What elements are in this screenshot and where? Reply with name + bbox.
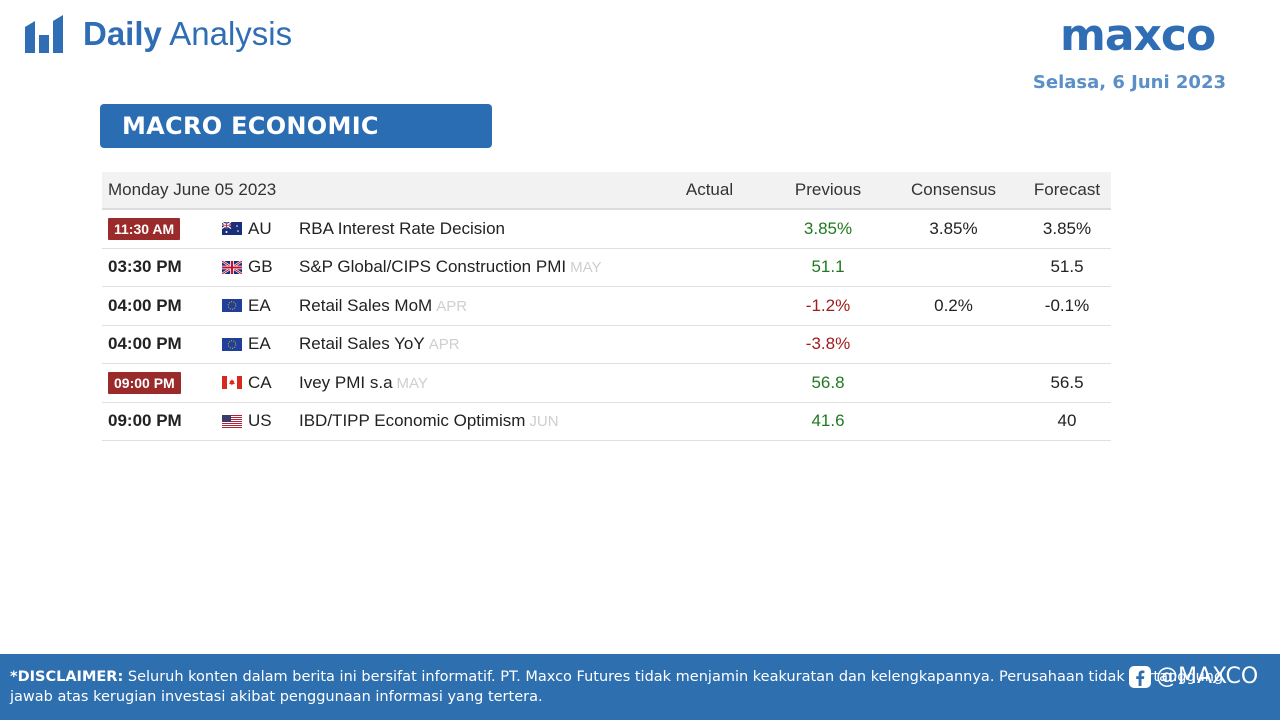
- uk-flag-icon: [222, 260, 242, 274]
- event-country: AU: [248, 218, 272, 238]
- table-row[interactable]: 04:00 PM EA Retail Sales YoY APR -3.8%: [102, 326, 1111, 364]
- event-country: GB: [248, 257, 273, 277]
- event-name-cell: Ivey PMI s.a MAY: [299, 373, 662, 393]
- event-forecast: 56.5: [1050, 372, 1084, 392]
- event-name: Retail Sales MoM: [299, 295, 433, 315]
- event-time-cell: 03:30 PM: [102, 257, 214, 277]
- table-date-header: Monday June 05 2023: [108, 180, 277, 199]
- event-reference-period: JUN: [529, 413, 559, 431]
- page-title: Daily Analysis: [83, 14, 292, 54]
- bar-chart-icon: [25, 15, 63, 53]
- event-time: 09:00 PM: [108, 371, 181, 394]
- column-previous-header: Previous: [794, 180, 862, 199]
- event-time-cell: 11:30 AM: [102, 217, 214, 240]
- table-row[interactable]: 03:30 PM GB S&P Global/CIPS Construction P…: [102, 249, 1111, 287]
- event-reference-period: MAY: [396, 374, 428, 392]
- event-country-cell: EA: [214, 296, 299, 316]
- event-forecast: -0.1%: [1044, 295, 1090, 315]
- page-title-light: Analysis: [169, 15, 293, 52]
- event-name: Ivey PMI s.a: [299, 372, 393, 392]
- event-previous: -3.8%: [805, 334, 851, 354]
- event-time: 03:30 PM: [108, 257, 182, 277]
- event-name-cell: S&P Global/CIPS Construction PMI MAY: [299, 257, 662, 277]
- event-time: 09:00 PM: [108, 411, 182, 431]
- event-country: CA: [248, 372, 272, 392]
- logo-text: maxco: [1060, 10, 1215, 61]
- event-name: IBD/TIPP Economic Optimism: [299, 411, 526, 431]
- social-handle-text: @MAXCO: [1156, 664, 1259, 689]
- table-header: Monday June 05 2023 Actual Previous Cons…: [102, 172, 1111, 210]
- eu-flag-icon: [222, 337, 242, 351]
- event-reference-period: APR: [436, 297, 468, 315]
- event-reference-period: MAY: [570, 259, 602, 277]
- event-name-cell: Retail Sales MoM APR: [299, 296, 662, 316]
- event-country: US: [248, 411, 272, 431]
- event-time-cell: 09:00 PM: [102, 371, 214, 394]
- facebook-icon: [1129, 665, 1151, 688]
- event-name-cell: RBA Interest Rate Decision: [299, 219, 662, 239]
- section-title: MACRO ECONOMIC EVENTS: [100, 104, 492, 184]
- event-name-cell: Retail Sales YoY APR: [299, 334, 662, 354]
- event-time-cell: 04:00 PM: [102, 296, 214, 316]
- event-previous: 3.85%: [803, 218, 853, 238]
- event-name-cell: IBD/TIPP Economic Optimism JUN: [299, 411, 662, 431]
- event-previous: 41.6: [811, 411, 845, 431]
- event-name: S&P Global/CIPS Construction PMI: [299, 257, 567, 277]
- us-flag-icon: [222, 414, 242, 428]
- event-country: EA: [248, 295, 271, 315]
- table-row[interactable]: 11:30 AM AU RBA Interest Rate Decision 3.85…: [102, 210, 1111, 249]
- event-consensus: 0.2%: [934, 295, 973, 315]
- economic-events-table: Monday June 05 2023 Actual Previous Cons…: [102, 172, 1111, 441]
- event-time: 11:30 AM: [108, 217, 181, 240]
- event-forecast: 51.5: [1050, 257, 1084, 277]
- column-actual-header: Actual: [685, 180, 734, 199]
- event-reference-period: APR: [428, 336, 460, 354]
- event-time-cell: 09:00 PM: [102, 411, 214, 431]
- australia-flag-icon: [222, 222, 242, 236]
- event-time-cell: 04:00 PM: [102, 334, 214, 354]
- section-title-label: MACRO ECONOMIC EVENTS: [122, 112, 379, 184]
- table-row[interactable]: 09:00 PM CA Ivey PMI s.a MAY 56.8 56.5: [102, 364, 1111, 403]
- event-country: EA: [248, 334, 271, 354]
- disclaimer-label: *DISCLAIMER:: [10, 669, 124, 685]
- event-previous: -1.2%: [805, 295, 851, 315]
- table-row[interactable]: 09:00 PM US IBD/TIPP Economic Optimism JUN 4…: [102, 403, 1111, 441]
- event-country-cell: GB: [214, 257, 299, 277]
- eu-flag-icon: [222, 299, 242, 313]
- column-forecast-header: Forecast: [1033, 180, 1101, 199]
- report-date: Selasa, 6 Juni 2023: [1032, 72, 1226, 93]
- page-title-bold: Daily: [83, 15, 162, 52]
- disclaimer-footer: *DISCLAIMER: Seluruh konten dalam berita…: [0, 654, 1280, 720]
- canada-flag-icon: [222, 376, 242, 390]
- event-consensus: 3.85%: [929, 218, 978, 238]
- event-previous: 51.1: [811, 257, 845, 277]
- column-consensus-header: Consensus: [910, 180, 997, 199]
- event-name: Retail Sales YoY: [299, 334, 425, 354]
- event-forecast: 3.85%: [1042, 218, 1092, 238]
- table-row[interactable]: 04:00 PM EA Retail Sales MoM APR -1.2% 0.2% -0…: [102, 287, 1111, 326]
- event-country-cell: EA: [214, 334, 299, 354]
- daily-analysis-brand: Daily Analysis: [25, 14, 292, 54]
- event-forecast: 40: [1057, 411, 1077, 431]
- table-body: 11:30 AM AU RBA Interest Rate Decision 3.85…: [102, 210, 1111, 441]
- social-handle[interactable]: @MAXCO: [1128, 664, 1258, 689]
- maxco-logo: maxco: [1060, 10, 1216, 61]
- event-country-cell: AU: [214, 219, 299, 239]
- event-time: 04:00 PM: [108, 334, 182, 354]
- disclaimer-text: Seluruh konten dalam berita ini bersifat…: [10, 669, 1224, 705]
- event-country-cell: US: [214, 411, 299, 431]
- event-time: 04:00 PM: [108, 295, 182, 315]
- event-previous: 56.8: [811, 372, 845, 392]
- event-country-cell: CA: [214, 373, 299, 393]
- event-name: RBA Interest Rate Decision: [299, 218, 505, 238]
